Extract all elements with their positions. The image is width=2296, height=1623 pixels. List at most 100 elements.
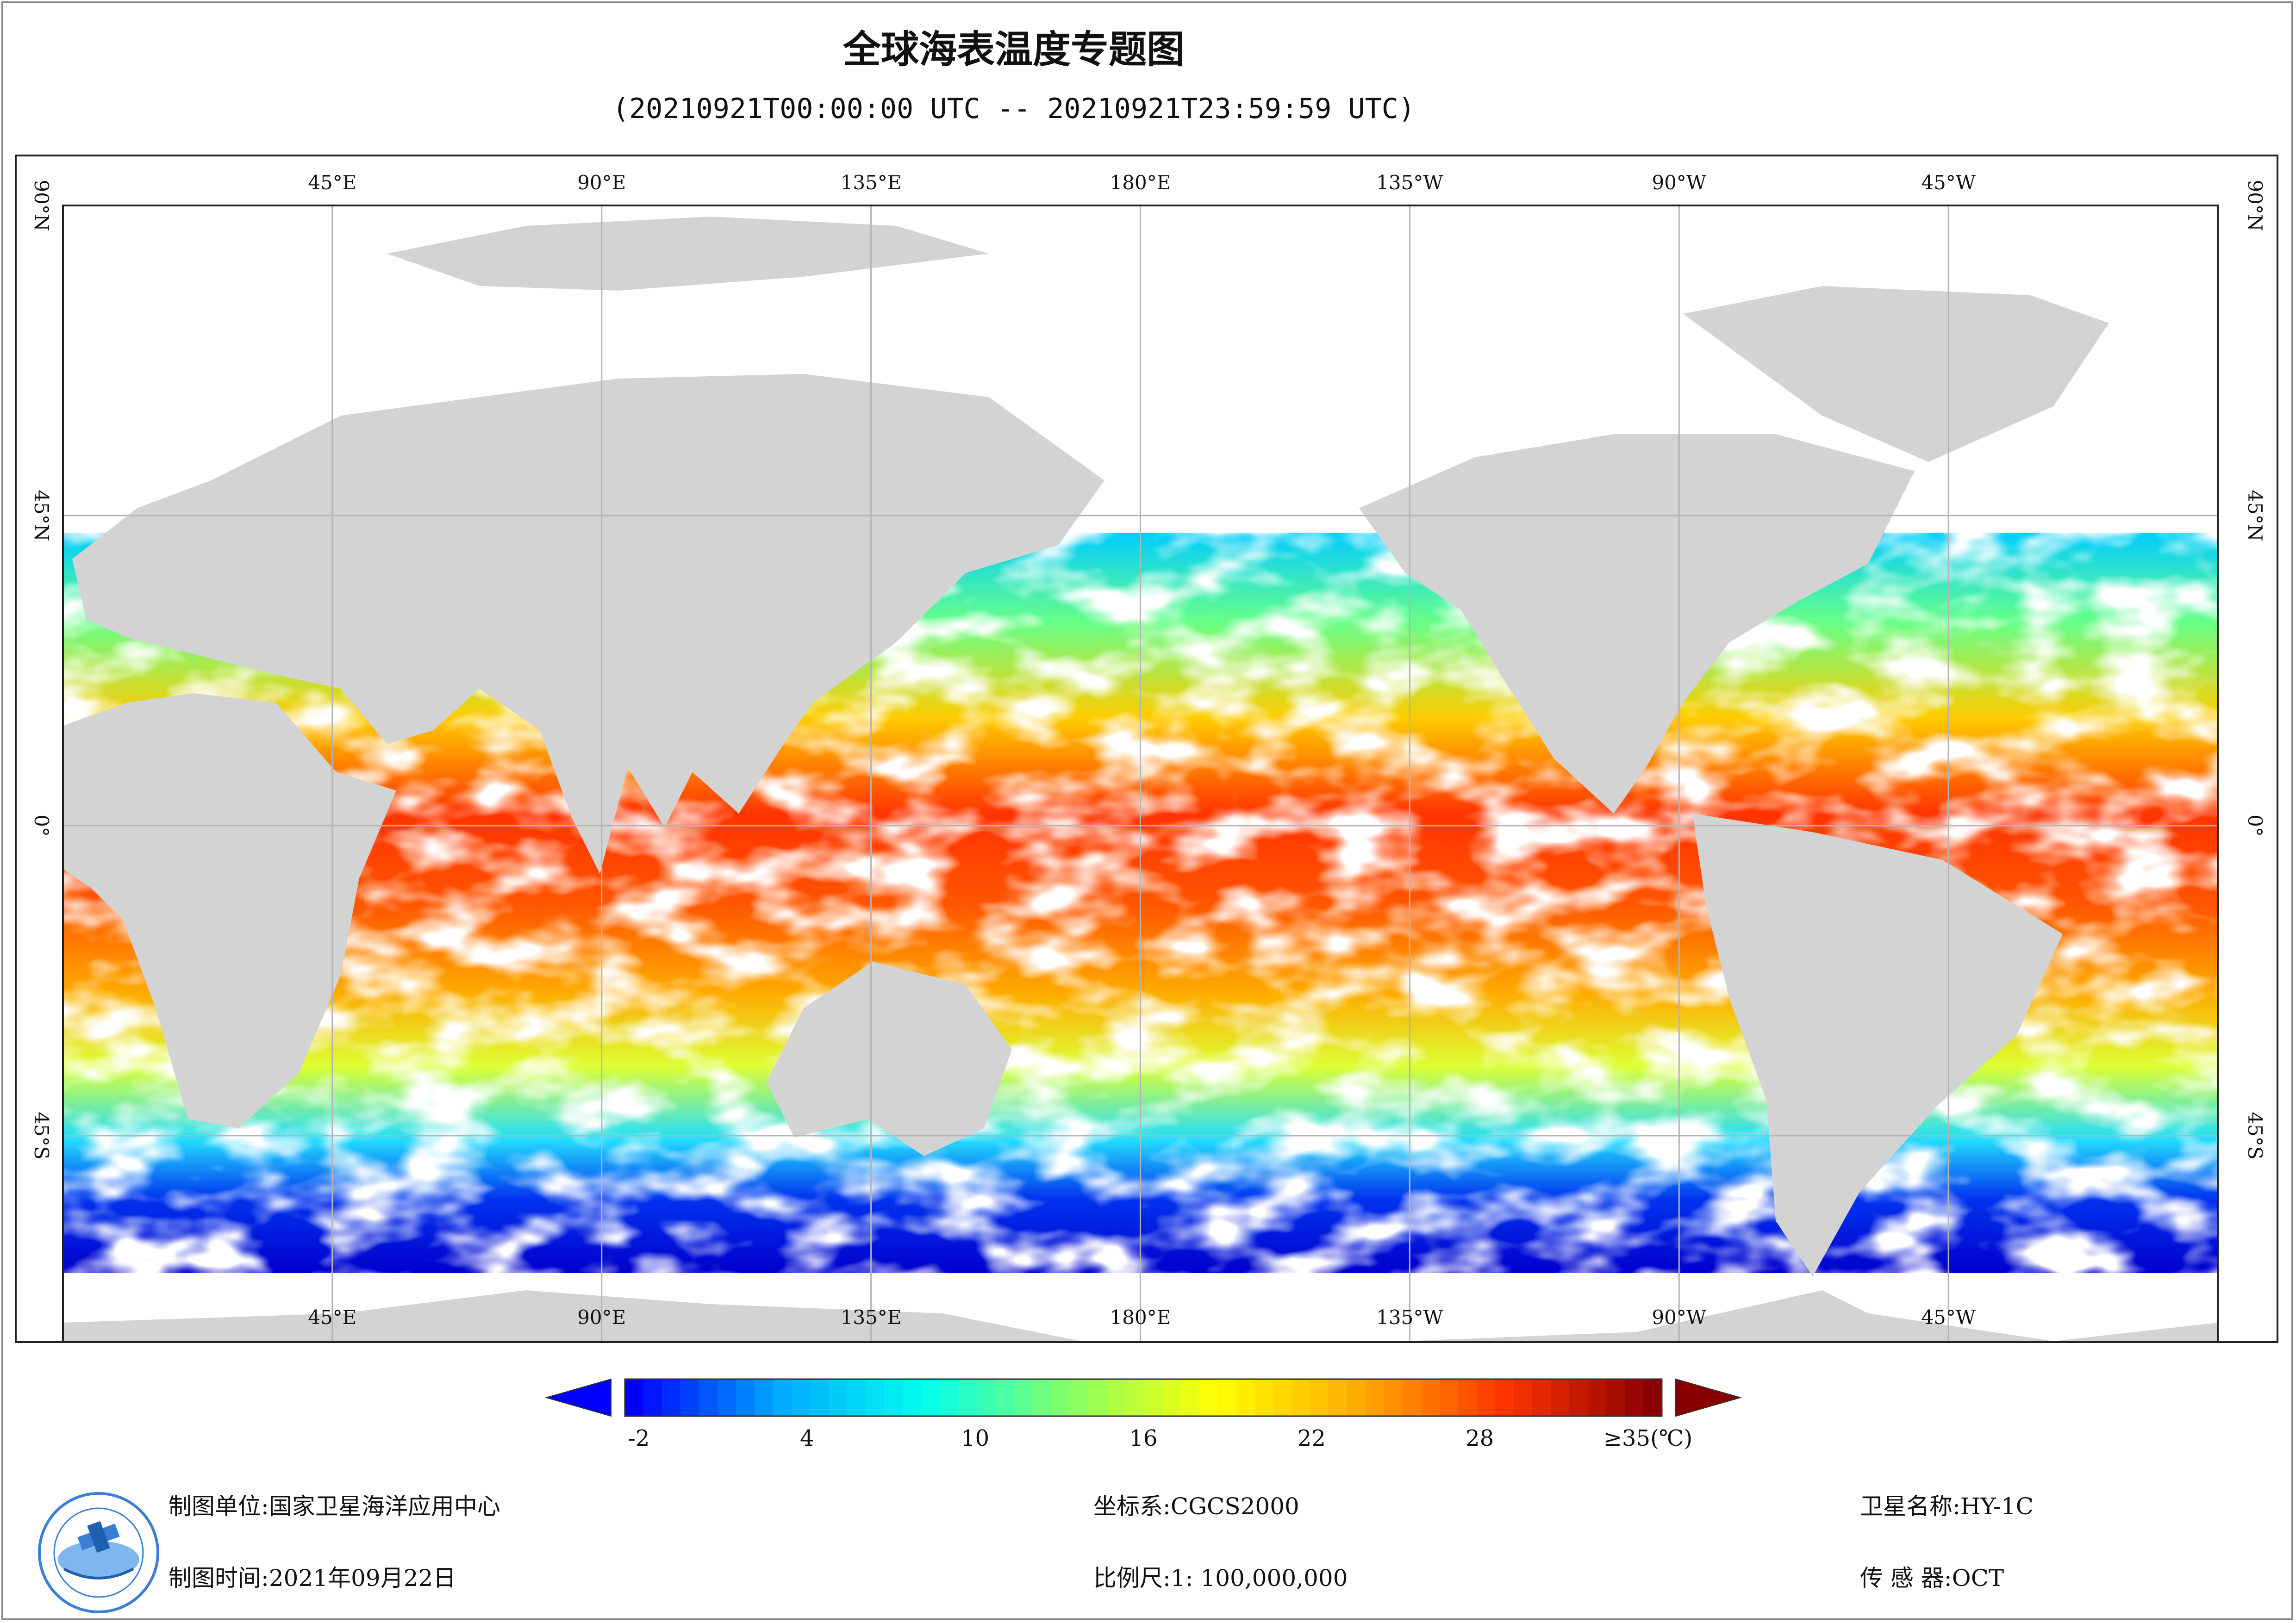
time-range-subtitle: (20210921T00:00:00 UTC -- 20210921T23:59… [612,93,1415,125]
legend-color-step [1162,1379,1181,1416]
legend-color-step [1273,1379,1292,1416]
legend-color-step [1051,1379,1070,1416]
lat-label-right: 90°N [2244,180,2266,231]
legend-color-step [1384,1379,1403,1416]
legend-color-step [810,1379,829,1416]
lon-label-top: 45°E [308,171,356,194]
land-north-america [1359,434,1915,814]
legend-tick-label: 28 [1466,1425,1494,1451]
legend-color-step [1440,1379,1459,1416]
legend-color-step [1625,1379,1644,1416]
page-title: 全球海表温度专题图 [842,28,1185,72]
legend-color-step [958,1379,977,1416]
scale-value: 1: 100,000,000 [1170,1565,1348,1592]
legend-color-step [847,1379,866,1416]
legend-color-step [662,1379,681,1416]
legend-color-step [1236,1379,1255,1416]
legend-color-step [1514,1379,1533,1416]
lon-label-bottom: 45°W [1921,1306,1976,1329]
lon-label-bottom: 90°E [577,1306,626,1329]
legend-color-step [643,1379,662,1416]
legend-color-step [1143,1379,1162,1416]
sensor-label: 传 感 器: [1860,1565,1952,1592]
graticule [62,205,2219,1341]
land-greenland [1683,286,2109,462]
legend-color-step [699,1379,718,1416]
legend-color-step [1588,1379,1607,1416]
legend-tick-label: 16 [1129,1425,1158,1451]
legend-color-step [995,1379,1014,1416]
legend-color-step [1329,1379,1348,1416]
legend-color-step [1106,1379,1125,1416]
date-info: 制图时间:2021年09月22日 [168,1560,456,1593]
legend-colorbar [544,1378,1742,1417]
legend-color-step [1125,1379,1144,1416]
lon-label-top: 45°W [1921,171,1976,194]
lat-label-right: 45°N [2244,490,2266,541]
legend-color-step [1495,1379,1514,1416]
legend-color-step [1069,1379,1088,1416]
legend-color-step [1458,1379,1477,1416]
map-frame: 45°E 45°E 90°E 90°E 135°E 135°E 180°E 180°E 135°… [15,155,2278,1343]
lat-label-left: 45°N [30,490,53,541]
lon-label-bottom: 180°E [1110,1306,1171,1329]
sst-map: 45°E 45°E 90°E 90°E 135°E 135°E 180°E 180°E 135°… [30,171,2266,1341]
legend-color-step [1199,1379,1218,1416]
land-south-america [1692,814,2063,1276]
date-label: 制图时间: [168,1565,269,1592]
satellite-value: HY-1C [1960,1493,2034,1520]
legend-color-step [1569,1379,1588,1416]
legend-color-step [977,1379,996,1416]
legend-max-arrow [1675,1378,1742,1417]
producer-value: 国家卫星海洋应用中心 [268,1493,500,1520]
land-australia [767,962,1012,1156]
legend-color-step [1014,1379,1033,1416]
lon-label-top: 135°E [841,171,902,194]
lat-label-left: 90°N [30,180,53,231]
legend-color-step [866,1379,885,1416]
legend-color-step [1254,1379,1273,1416]
lon-label-bottom: 135°E [841,1306,902,1329]
scale-label: 比例尺: [1093,1565,1171,1592]
legend-color-step [884,1379,903,1416]
legend-color-step [718,1379,736,1416]
legend-color-step [1643,1379,1662,1416]
legend-color-step [1366,1379,1385,1416]
legend-tick-label: 10 [961,1425,990,1451]
nsoas-logo [38,1492,159,1613]
lon-label-bottom: 90°W [1652,1306,1706,1329]
legend-color-step [1217,1379,1236,1416]
legend-min-arrow [544,1378,611,1417]
legend-color-step [903,1379,922,1416]
legend-color-step [1032,1379,1051,1416]
legend-color-step [1606,1379,1625,1416]
temperature-legend: -2 4 10 16 22 28 ≥35(℃) [542,1374,1745,1467]
lon-label-bottom: 45°E [308,1306,356,1329]
legend-color-step [1310,1379,1329,1416]
legend-color-step [1292,1379,1310,1416]
legend-color-step [829,1379,848,1416]
legend-tick-label: ≥35(℃) [1603,1425,1693,1451]
legend-color-step [792,1379,811,1416]
legend-color-step [1403,1379,1422,1416]
legend-tick-label: -2 [628,1425,650,1451]
lon-label-top: 180°E [1110,171,1171,194]
legend-color-step [1421,1379,1440,1416]
crs-label: 坐标系: [1093,1493,1171,1520]
lon-label-top: 90°E [577,171,626,194]
land-eurasia [72,374,1104,874]
legend-color-step [1532,1379,1551,1416]
map-inner-border [62,205,2219,1341]
legend-color-step [921,1379,940,1416]
legend-tick-label: 4 [800,1425,814,1451]
legend-color-step [625,1379,644,1416]
scale-info: 比例尺:1: 100,000,000 [1093,1560,1348,1593]
lat-label-right: 0° [2244,815,2266,837]
legend-tick-label: 22 [1297,1425,1326,1451]
date-value: 2021年09月22日 [268,1565,456,1592]
lon-label-bottom: 135°W [1376,1306,1443,1329]
lat-label-left: 45°S [30,1112,53,1159]
lat-label-right: 45°S [2244,1112,2266,1159]
legend-color-step [1347,1379,1366,1416]
legend-bar-border [624,1378,1663,1417]
